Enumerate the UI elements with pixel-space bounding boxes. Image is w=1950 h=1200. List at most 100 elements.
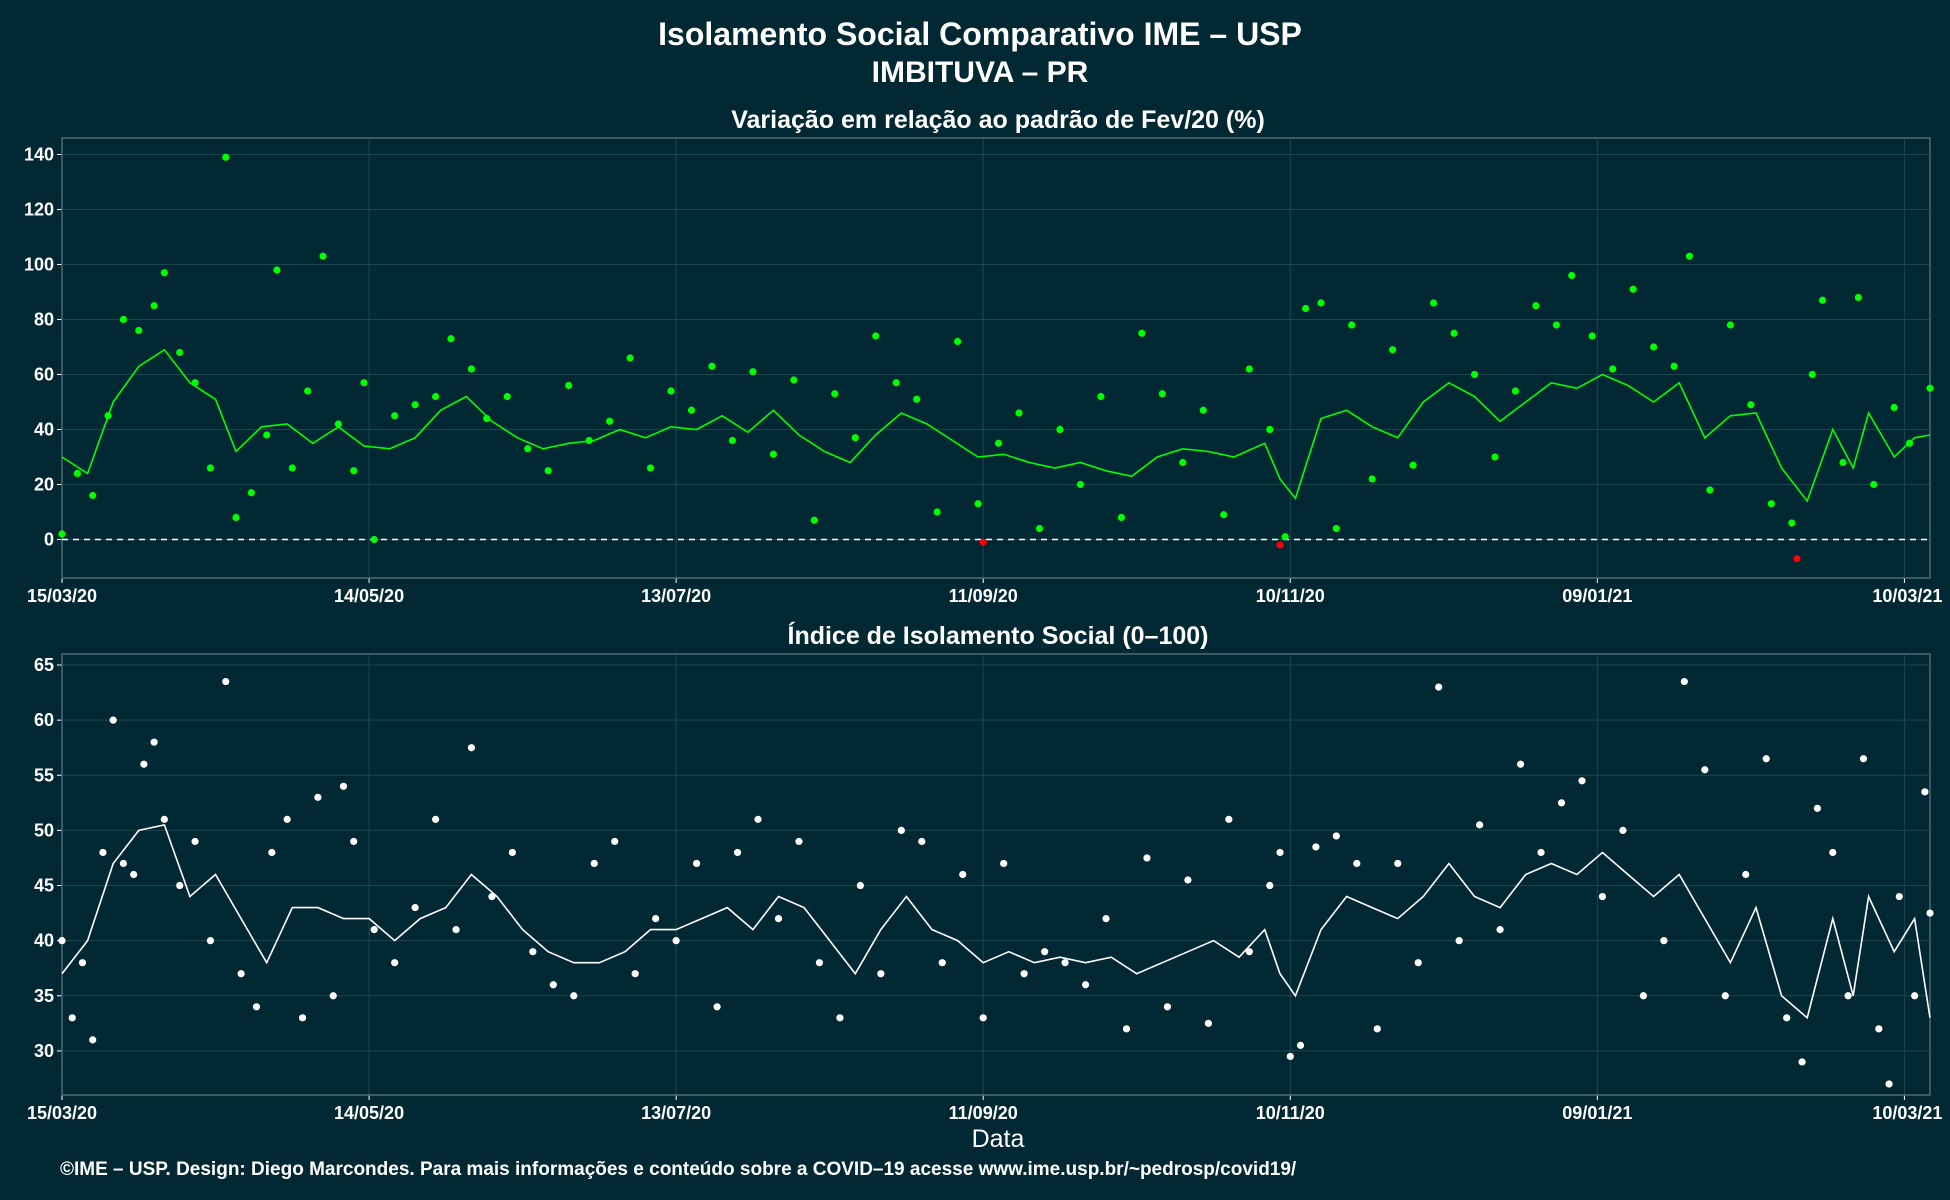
data-point xyxy=(693,859,701,868)
data-point xyxy=(350,837,358,846)
data-point xyxy=(1266,881,1274,890)
data-point xyxy=(191,379,199,387)
y-tick-label: 60 xyxy=(34,365,54,385)
data-point xyxy=(391,412,399,420)
data-point xyxy=(1409,461,1417,469)
data-point xyxy=(222,677,230,686)
data-point xyxy=(892,379,900,387)
data-point xyxy=(135,326,143,335)
data-point xyxy=(1870,480,1878,489)
data-point xyxy=(1875,1025,1883,1033)
data-point xyxy=(529,948,537,956)
data-point xyxy=(150,302,158,310)
data-point xyxy=(1332,524,1340,533)
y-tick-label: 65 xyxy=(34,655,54,675)
y-tick-label: 120 xyxy=(24,200,54,220)
data-point xyxy=(1788,519,1796,527)
data-point xyxy=(58,530,66,538)
data-point xyxy=(590,859,598,868)
data-point xyxy=(370,535,378,544)
data-point xyxy=(815,959,824,967)
data-point xyxy=(222,153,230,161)
data-point xyxy=(1905,439,1914,447)
data-point xyxy=(1199,406,1207,414)
data-point xyxy=(913,395,921,403)
data-point xyxy=(273,266,281,274)
data-point xyxy=(524,445,532,453)
index-panel: 30 35 40 45 50 55 60 65 15/03/20 14/05/20 13/07/20… xyxy=(27,653,1942,1123)
data-point xyxy=(1163,1003,1172,1011)
data-point xyxy=(872,332,880,340)
data-point xyxy=(626,354,634,362)
data-point xyxy=(467,744,476,752)
data-point xyxy=(1102,915,1110,923)
data-point xyxy=(1220,511,1228,519)
data-point xyxy=(109,716,117,724)
data-point xyxy=(176,348,184,357)
data-point xyxy=(1470,370,1479,379)
data-point xyxy=(1225,815,1233,823)
data-point xyxy=(1179,458,1187,467)
data-point xyxy=(206,937,215,945)
data-point xyxy=(1143,854,1151,862)
data-point xyxy=(790,376,798,384)
data-point xyxy=(1041,948,1049,956)
data-point xyxy=(1926,909,1934,917)
data-point xyxy=(1588,332,1596,340)
data-point xyxy=(769,450,777,458)
variation-panel: 0 20 40 60 80 100 120 140 15/03/20 14/05/20 13/07/… xyxy=(24,137,1942,606)
data-point xyxy=(549,981,557,989)
data-point xyxy=(1859,755,1868,763)
data-point xyxy=(1353,859,1361,868)
data-point xyxy=(1368,475,1376,483)
data-point xyxy=(119,859,128,868)
data-point xyxy=(1854,293,1862,302)
data-point xyxy=(1762,755,1770,763)
data-point xyxy=(544,467,552,475)
negative-data-point xyxy=(1793,555,1801,563)
data-point xyxy=(334,420,342,428)
data-point xyxy=(1414,959,1422,967)
data-point xyxy=(1532,302,1540,310)
data-point xyxy=(1332,832,1340,840)
data-point xyxy=(1138,329,1146,337)
data-point xyxy=(411,903,419,912)
data-point xyxy=(1245,948,1253,956)
data-point xyxy=(140,760,148,768)
data-point xyxy=(1629,285,1637,293)
data-point xyxy=(1373,1025,1381,1033)
data-point xyxy=(1650,343,1658,351)
data-point xyxy=(585,436,593,445)
data-point xyxy=(447,335,455,343)
data-point xyxy=(1829,848,1837,857)
x-tick-label: 15/03/20 xyxy=(27,1103,97,1123)
data-point xyxy=(488,892,496,901)
data-point xyxy=(687,406,696,414)
data-point xyxy=(570,992,578,1000)
data-point xyxy=(749,368,757,376)
x-tick-label: 15/03/20 xyxy=(27,586,97,606)
data-point xyxy=(1552,321,1560,329)
data-point xyxy=(1097,392,1105,401)
data-point xyxy=(503,392,511,401)
data-point xyxy=(1204,1019,1212,1027)
data-point xyxy=(1926,384,1934,392)
data-point xyxy=(1721,992,1729,1000)
data-point xyxy=(1685,252,1694,260)
data-point xyxy=(1808,370,1816,379)
data-point xyxy=(1429,299,1438,307)
data-point xyxy=(370,926,378,934)
data-point xyxy=(89,491,97,500)
data-point xyxy=(959,870,967,879)
data-point xyxy=(176,881,184,890)
data-point xyxy=(1885,1080,1893,1088)
y-tick-label: 55 xyxy=(34,765,54,785)
data-point xyxy=(508,848,516,857)
data-point xyxy=(319,252,327,260)
data-point xyxy=(247,489,255,497)
y-tick-label: 140 xyxy=(24,145,54,165)
data-point xyxy=(130,870,138,879)
x-tick-label: 11/09/20 xyxy=(949,1103,1018,1123)
y-tick-label: 35 xyxy=(34,986,54,1006)
